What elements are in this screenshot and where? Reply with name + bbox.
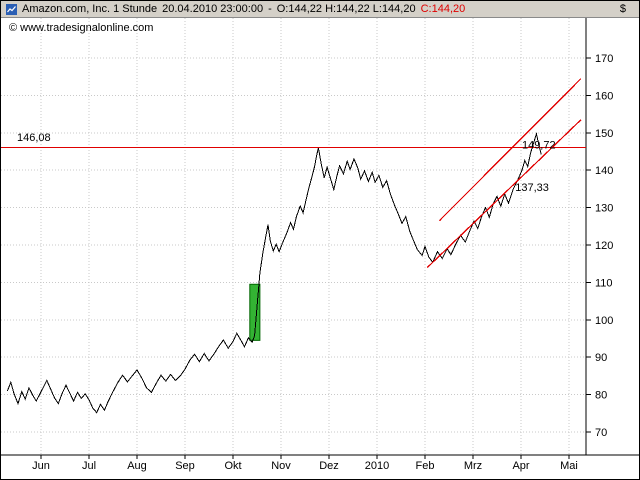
- x-axis-label: Aug: [127, 460, 147, 472]
- x-axis-label: Jul: [82, 460, 96, 472]
- x-axis-label: 2010: [365, 460, 389, 472]
- y-axis-label: 160: [595, 90, 613, 102]
- y-axis-label: 90: [595, 352, 607, 364]
- separator-dash: -: [268, 3, 272, 15]
- gap-box: [249, 283, 261, 341]
- y-axis-label: 100: [595, 315, 613, 327]
- y-axis-label: 70: [595, 427, 607, 439]
- x-axis-label: Okt: [224, 460, 241, 472]
- x-axis-label: Jun: [32, 460, 50, 472]
- chart-icon[interactable]: [6, 3, 17, 15]
- y-axis-label: 110: [595, 277, 613, 289]
- y-axis-label: 80: [595, 390, 607, 402]
- instrument-title: Amazon.com, Inc. 1 Stunde: [22, 3, 158, 15]
- channel-lower-line: [426, 119, 582, 268]
- y-axis-label: 130: [595, 203, 613, 215]
- watermark-copyright: © www.tradesignalonline.com: [9, 22, 154, 34]
- y-axis-label: 170: [595, 53, 613, 65]
- x-axis-label: Apr: [512, 460, 529, 472]
- resistance-label: 146,08: [17, 132, 51, 144]
- bar-datetime: 20.04.2010 23:00:00: [162, 3, 264, 15]
- price-line: [6, 131, 542, 414]
- x-axis-label: Nov: [271, 460, 291, 472]
- x-axis-label: Sep: [175, 460, 195, 472]
- price-annotation-label: 137,33: [515, 182, 549, 194]
- x-axis-label: Dez: [319, 460, 339, 472]
- x-axis-label: Feb: [416, 460, 435, 472]
- x-axis-label: Mrz: [464, 460, 482, 472]
- y-axis-label: 140: [595, 165, 613, 177]
- y-axis-label: 150: [595, 128, 613, 140]
- close-value: C:144,20: [420, 3, 466, 15]
- x-axis-label: Mai: [560, 460, 578, 472]
- currency-unit-label: $: [619, 3, 626, 15]
- channel-upper-line: [438, 78, 582, 222]
- ohlc-values: O:144,22 H:144,22 L:144,20: [276, 3, 416, 15]
- y-axis-label: 120: [595, 240, 613, 252]
- price-chart[interactable]: 70 80 90 100 110 120 130 140 150 160 170 Jun Jul Aug S…: [1, 18, 640, 480]
- price-annotation-label: 149,72: [522, 140, 556, 152]
- titlebar: Amazon.com, Inc. 1 Stunde 20.04.2010 23:…: [1, 1, 639, 18]
